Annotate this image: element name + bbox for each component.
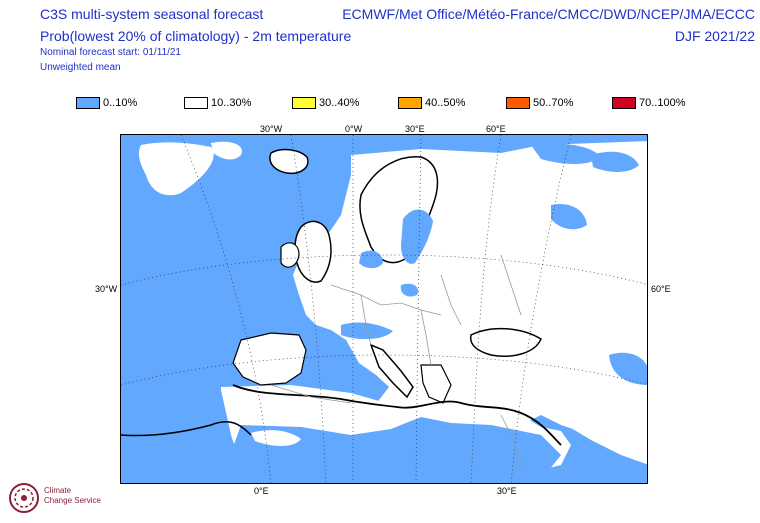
germany-patch — [400, 283, 419, 297]
arctic-region — [211, 141, 242, 160]
sahara-island — [251, 430, 301, 446]
legend-label: 10..30% — [211, 97, 252, 109]
legend-label: 30..40% — [319, 97, 360, 109]
lon-label-top: 60°E — [486, 124, 506, 134]
legend-swatch — [612, 97, 636, 109]
chart-subtitle: Prob(lowest 20% of climatology) - 2m tem… — [40, 28, 352, 44]
alps-patch — [341, 322, 393, 340]
legend-swatch — [506, 97, 530, 109]
forecast-start: Nominal forecast start: 01/11/21 — [40, 47, 181, 58]
lon-label-bottom: 30°E — [497, 486, 517, 496]
copernicus-logo: Climate Change Service — [6, 478, 126, 518]
russia-patch-central — [551, 203, 587, 230]
greece — [420, 364, 452, 404]
northsea-patch — [359, 250, 383, 269]
lon-label-top: 30°W — [260, 124, 283, 134]
legend-item: 0..10% — [76, 96, 137, 110]
greenland-region — [138, 142, 214, 196]
logo-text-line1: Climate — [44, 486, 72, 495]
forecast-map — [120, 134, 648, 484]
ireland — [280, 242, 300, 268]
logo-emblem-icon — [9, 483, 39, 513]
graticule — [121, 135, 647, 483]
mean-type: Unweighted mean — [40, 62, 121, 73]
chart-title: C3S multi-system seasonal forecast — [40, 6, 264, 22]
black-sea — [469, 327, 542, 357]
legend-swatch — [76, 97, 100, 109]
caspian-patch — [609, 352, 647, 385]
legend-item: 30..40% — [292, 96, 359, 110]
baltic-sea — [401, 209, 433, 264]
lon-label-top: 30°E — [405, 124, 425, 134]
legend-item: 40..50% — [398, 96, 465, 110]
legend-label: 70..100% — [639, 97, 686, 109]
legend-swatch — [184, 97, 208, 109]
season-label: DJF 2021/22 — [674, 28, 755, 44]
legend-label: 0..10% — [103, 97, 138, 109]
logo-text-line2: Change Service — [44, 496, 101, 505]
map-svg — [121, 135, 647, 483]
russia-patch-north — [531, 143, 601, 164]
med-coastline — [232, 384, 562, 446]
russia-patch-ne — [591, 151, 639, 172]
lat-label-left: 30°W — [95, 284, 118, 294]
legend-item: 70..100% — [612, 96, 685, 110]
iberia — [232, 332, 307, 386]
centres-list: ECMWF/Met Office/Météo-France/CMCC/DWD/N… — [342, 6, 755, 22]
country-borders — [270, 254, 522, 466]
atlantic-south — [121, 385, 241, 465]
legend-swatch — [398, 97, 422, 109]
lat-label-right: 60°E — [651, 284, 671, 294]
iceland — [269, 148, 309, 175]
legend-item: 10..30% — [184, 96, 251, 110]
lon-label-top: 0°W — [345, 124, 363, 134]
legend-label: 40..50% — [425, 97, 466, 109]
legend-label: 50..70% — [533, 97, 574, 109]
legend-swatch — [292, 97, 316, 109]
african-coast — [121, 421, 252, 437]
sahara-low-prob — [221, 417, 561, 480]
italy — [369, 343, 414, 399]
lon-label-bottom: 0°E — [254, 486, 269, 496]
legend-item: 50..70% — [506, 96, 573, 110]
middle-east — [541, 375, 647, 465]
